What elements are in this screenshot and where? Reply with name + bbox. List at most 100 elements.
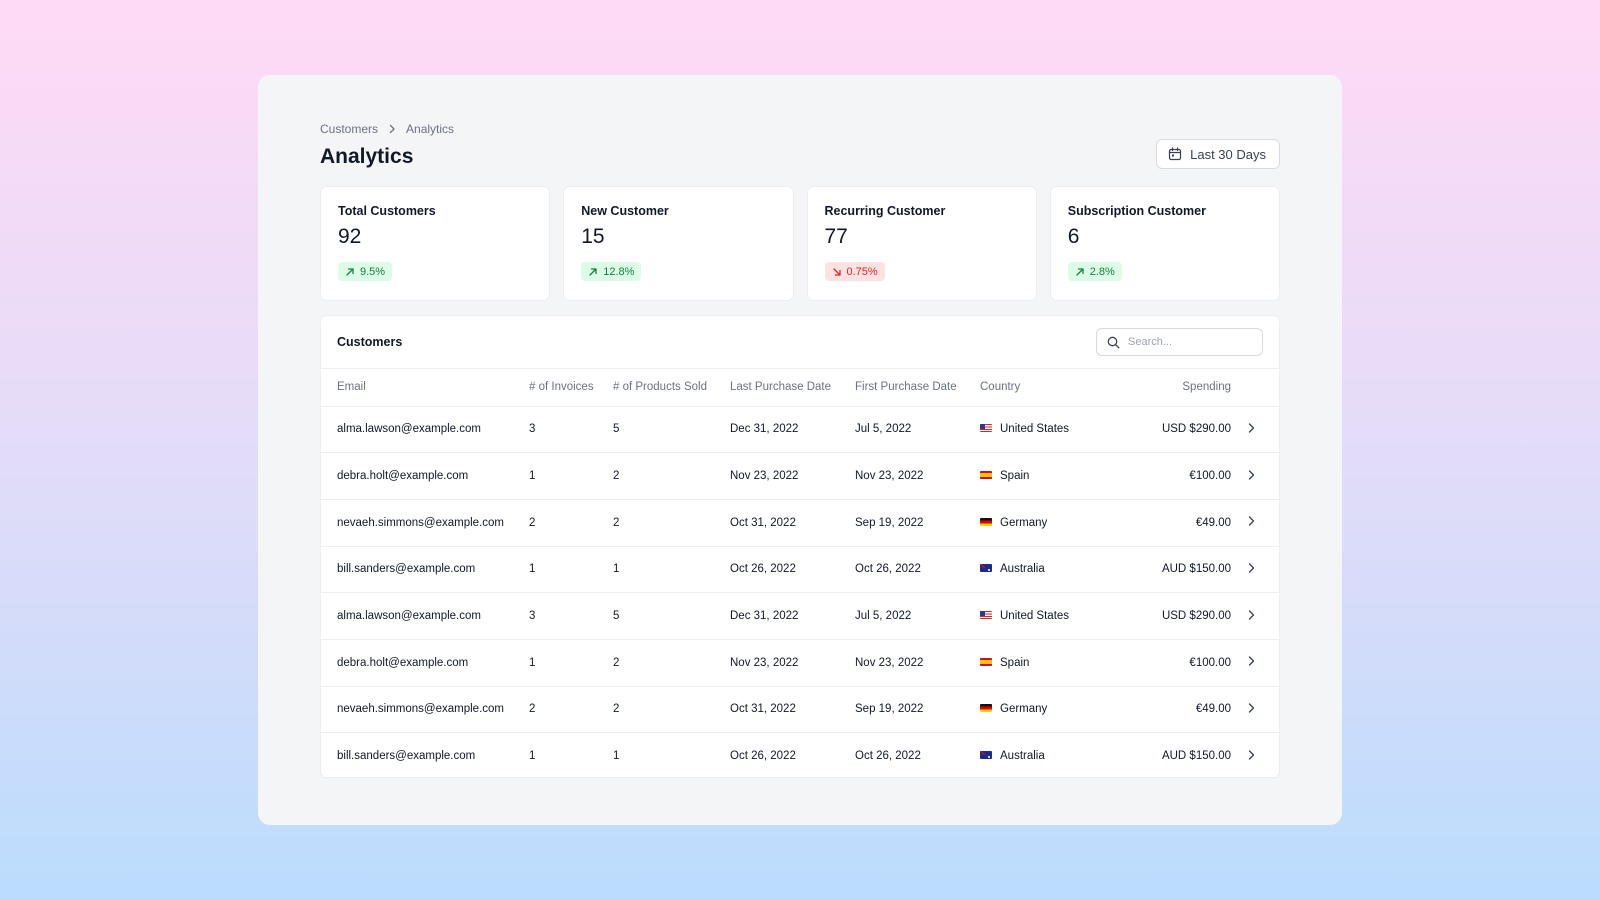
column-header-spending[interactable]: Spending [1090,369,1231,407]
es-flag-icon [980,471,992,479]
stat-value: 77 [824,225,848,248]
cell-last-purchase: Dec 31, 2022 [730,406,855,454]
cell-email: alma.lawson@example.com [321,406,529,454]
cell-country: Australia [980,733,1090,777]
table-row[interactable]: alma.lawson@example.com 3 5 Dec 31, 2022… [321,592,1279,640]
cell-first-purchase: Nov 23, 2022 [855,452,980,500]
trend-badge: 9.5% [338,262,393,281]
cell-country: Australia [980,546,1090,594]
stat-value: 15 [581,225,605,248]
cell-spending: €100.00 [1090,639,1231,687]
table-row[interactable]: bill.sanders@example.com 1 1 Oct 26, 202… [321,733,1279,777]
country-name: Australia [1000,563,1045,576]
cell-country: Germany [980,686,1090,734]
page-title: Analytics [320,145,414,168]
chevron-right-icon [387,124,397,134]
cell-email: bill.sanders@example.com [321,546,529,594]
chevron-right-icon[interactable] [1245,749,1257,761]
cell-spending: €100.00 [1090,452,1231,500]
cell-invoices: 3 [529,592,613,640]
cell-email: nevaeh.simmons@example.com [321,499,529,547]
column-header-last-purchase[interactable]: Last Purchase Date [730,369,855,407]
stat-value: 6 [1067,225,1080,248]
au-flag-icon [980,564,992,573]
trend-badge: 0.75% [824,262,885,281]
chevron-right-icon[interactable] [1245,515,1257,527]
stats-row: Total Customers 92 9.5% New Customer 15 … [320,186,1280,301]
cell-country: United States [980,406,1090,454]
chevron-right-icon[interactable] [1245,469,1257,481]
cell-invoices: 2 [529,499,613,547]
cell-last-purchase: Nov 23, 2022 [730,639,855,687]
cell-action [1231,499,1279,547]
country-name: Australia [1000,750,1045,763]
arrow-up-right-icon [588,267,598,277]
cell-first-purchase: Oct 26, 2022 [855,750,921,763]
cell-spending: €49.00 [1090,499,1231,547]
cell-action [1231,639,1279,687]
table-row[interactable]: alma.lawson@example.com 3 5 Dec 31, 2022… [321,406,1279,454]
au-flag-icon [980,751,992,760]
country-name: Germany [1000,703,1048,716]
chevron-right-icon[interactable] [1245,422,1257,434]
cell-email: debra.holt@example.com [321,639,529,687]
country-name: Spain [1000,656,1030,669]
arrow-up-right-icon [345,267,355,277]
chevron-right-icon[interactable] [1245,655,1257,667]
stat-label: Recurring Customer [824,204,946,218]
breadcrumb-customers-link[interactable]: Customers [320,122,379,136]
table-row[interactable]: debra.holt@example.com 1 2 Nov 23, 2022 … [321,639,1279,687]
cell-spending: USD $290.00 [1090,592,1231,640]
table-row[interactable]: debra.holt@example.com 1 2 Nov 23, 2022 … [321,452,1279,500]
column-header-country[interactable]: Country [980,369,1090,407]
table-row[interactable]: bill.sanders@example.com 1 1 Oct 26, 202… [321,546,1279,594]
country-name: United States [1000,423,1070,436]
cell-first-purchase: Sep 19, 2022 [855,499,980,547]
chevron-right-icon[interactable] [1245,702,1257,714]
cell-products: 5 [613,592,730,640]
column-header-products-sold[interactable]: # of Products Sold [613,369,730,407]
cell-action [1231,592,1279,640]
cell-first-purchase: Jul 5, 2022 [855,592,980,640]
trend-value: 2.8% [1089,265,1115,278]
de-flag-icon [980,704,992,713]
cell-invoices: 3 [529,406,613,454]
column-header-invoices[interactable]: # of Invoices [529,369,613,407]
chevron-right-icon[interactable] [1245,609,1257,621]
cell-action [1231,733,1279,777]
stat-value: 92 [338,225,362,248]
cell-email: alma.lawson@example.com [321,592,529,640]
arrow-up-right-icon [1075,267,1085,277]
cell-last-purchase: Nov 23, 2022 [730,452,855,500]
cell-first-purchase: Sep 19, 2022 [855,686,980,734]
column-header-email[interactable]: Email [321,369,529,407]
date-range-button[interactable]: Last 30 Days [1156,139,1280,169]
cell-products: 2 [613,499,730,547]
cell-products: 1 [613,546,730,594]
table-row[interactable]: nevaeh.simmons@example.com 2 2 Oct 31, 2… [321,499,1279,547]
cell-action [1231,686,1279,734]
cell-products: 5 [613,406,730,454]
cell-products: 2 [613,686,730,734]
cell-first-purchase: Nov 23, 2022 [855,639,980,687]
cell-action [1231,452,1279,500]
stat-card-new-customer: New Customer 15 12.8% [563,186,794,301]
search-input[interactable] [1128,336,1248,348]
cell-country: Spain [980,452,1090,500]
cell-country: Germany [980,499,1090,547]
chevron-right-icon[interactable] [1245,562,1257,574]
cell-first-purchase: Oct 26, 2022 [855,546,980,594]
analytics-panel: Customers Analytics Analytics Last 30 Da… [258,75,1342,825]
table-header-bar: Customers [321,316,1279,369]
table-row[interactable]: nevaeh.simmons@example.com 2 2 Oct 31, 2… [321,686,1279,734]
us-flag-icon [980,611,992,620]
stat-card-subscription-customer: Subscription Customer 6 2.8% [1049,186,1280,301]
customers-table: Email # of Invoices # of Products Sold L… [321,369,1279,777]
cell-products: 2 [613,639,730,687]
column-header-first-purchase[interactable]: First Purchase Date [855,369,980,407]
arrow-down-right-icon [832,267,842,277]
trend-badge: 2.8% [1067,262,1122,281]
cell-country: United States [980,592,1090,640]
cell-email: bill.sanders@example.com [337,750,476,763]
cell-invoices: 1 [529,452,613,500]
